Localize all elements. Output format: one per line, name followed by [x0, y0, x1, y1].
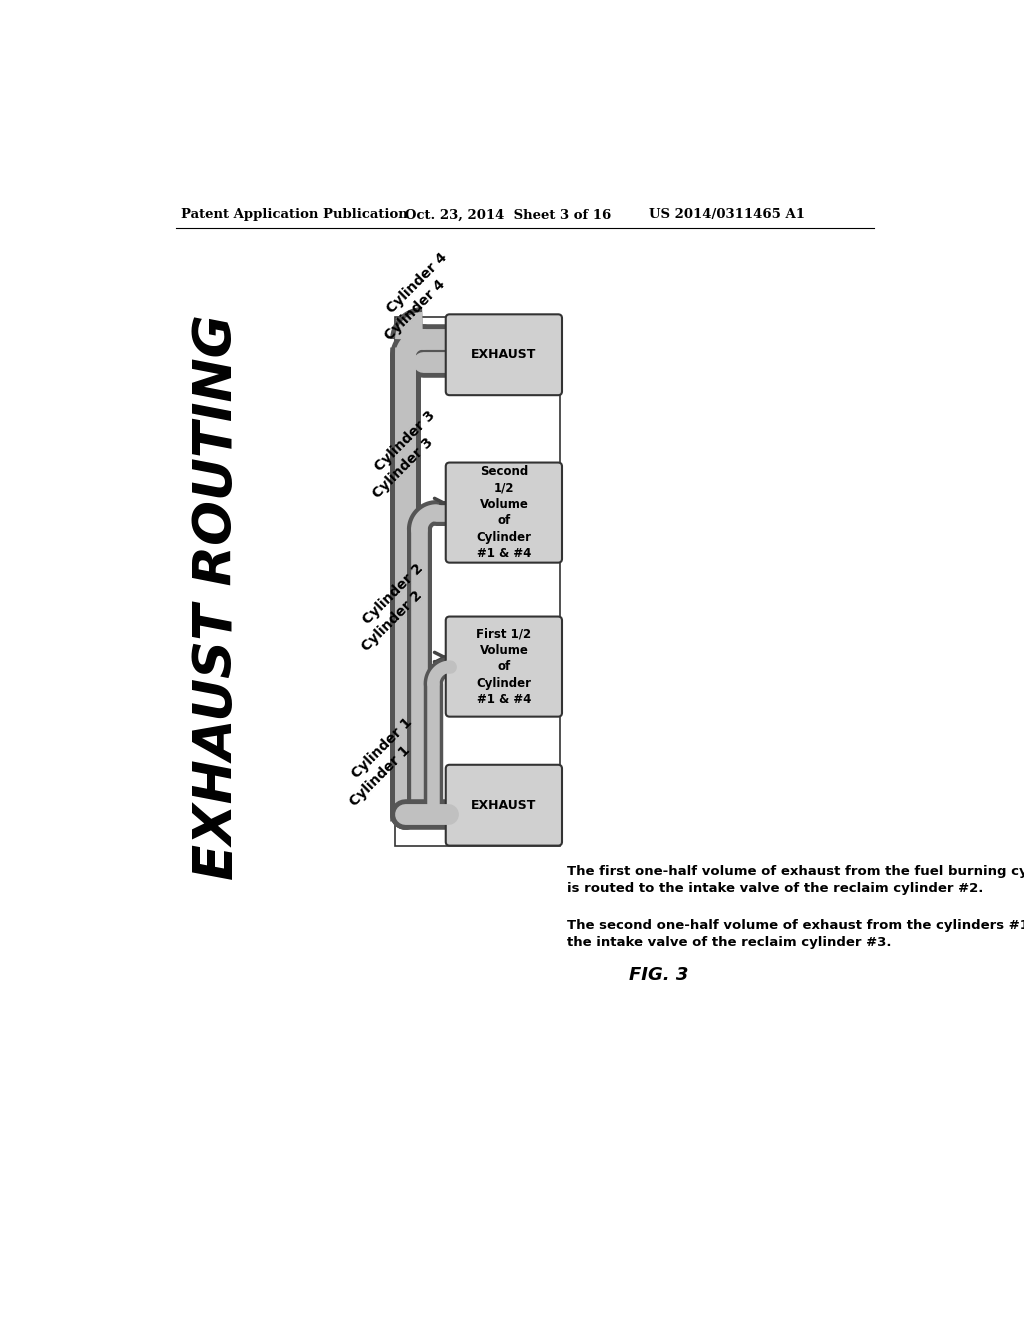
- Text: Second
1/2
Volume
of
Cylinder
#1 & #4: Second 1/2 Volume of Cylinder #1 & #4: [476, 465, 531, 561]
- Text: The second one-half volume of exhaust from the cylinders #1 &#4 is routed to: The second one-half volume of exhaust fr…: [566, 919, 1024, 932]
- FancyBboxPatch shape: [445, 764, 562, 846]
- Text: EXHAUST ROUTING: EXHAUST ROUTING: [191, 314, 243, 880]
- FancyBboxPatch shape: [445, 314, 562, 395]
- FancyBboxPatch shape: [445, 616, 562, 717]
- Text: Cylinder 1: Cylinder 1: [347, 743, 414, 809]
- Text: Cylinder 2: Cylinder 2: [359, 587, 425, 653]
- Text: is routed to the intake valve of the reclaim cylinder #2.: is routed to the intake valve of the rec…: [566, 882, 983, 895]
- Text: US 2014/0311465 A1: US 2014/0311465 A1: [649, 209, 805, 222]
- Text: Cylinder 4: Cylinder 4: [382, 277, 449, 343]
- Text: EXHAUST: EXHAUST: [471, 799, 537, 812]
- FancyBboxPatch shape: [445, 462, 562, 562]
- Text: The first one-half volume of exhaust from the fuel burning cylinders #1 & #4: The first one-half volume of exhaust fro…: [566, 866, 1024, 878]
- Text: First 1/2
Volume
of
Cylinder
#1 & #4: First 1/2 Volume of Cylinder #1 & #4: [476, 627, 531, 706]
- Text: FIG. 3: FIG. 3: [629, 966, 688, 983]
- Text: Cylinder 2: Cylinder 2: [360, 561, 426, 627]
- Bar: [395, 317, 560, 846]
- Text: EXHAUST: EXHAUST: [471, 348, 537, 362]
- Text: Cylinder 4: Cylinder 4: [384, 251, 450, 317]
- Text: Oct. 23, 2014  Sheet 3 of 16: Oct. 23, 2014 Sheet 3 of 16: [406, 209, 611, 222]
- Text: Cylinder 1: Cylinder 1: [349, 714, 415, 780]
- Text: Cylinder 3: Cylinder 3: [372, 408, 438, 474]
- Text: the intake valve of the reclaim cylinder #3.: the intake valve of the reclaim cylinder…: [566, 936, 891, 949]
- Text: Patent Application Publication: Patent Application Publication: [180, 209, 408, 222]
- Text: Cylinder 3: Cylinder 3: [371, 436, 436, 502]
